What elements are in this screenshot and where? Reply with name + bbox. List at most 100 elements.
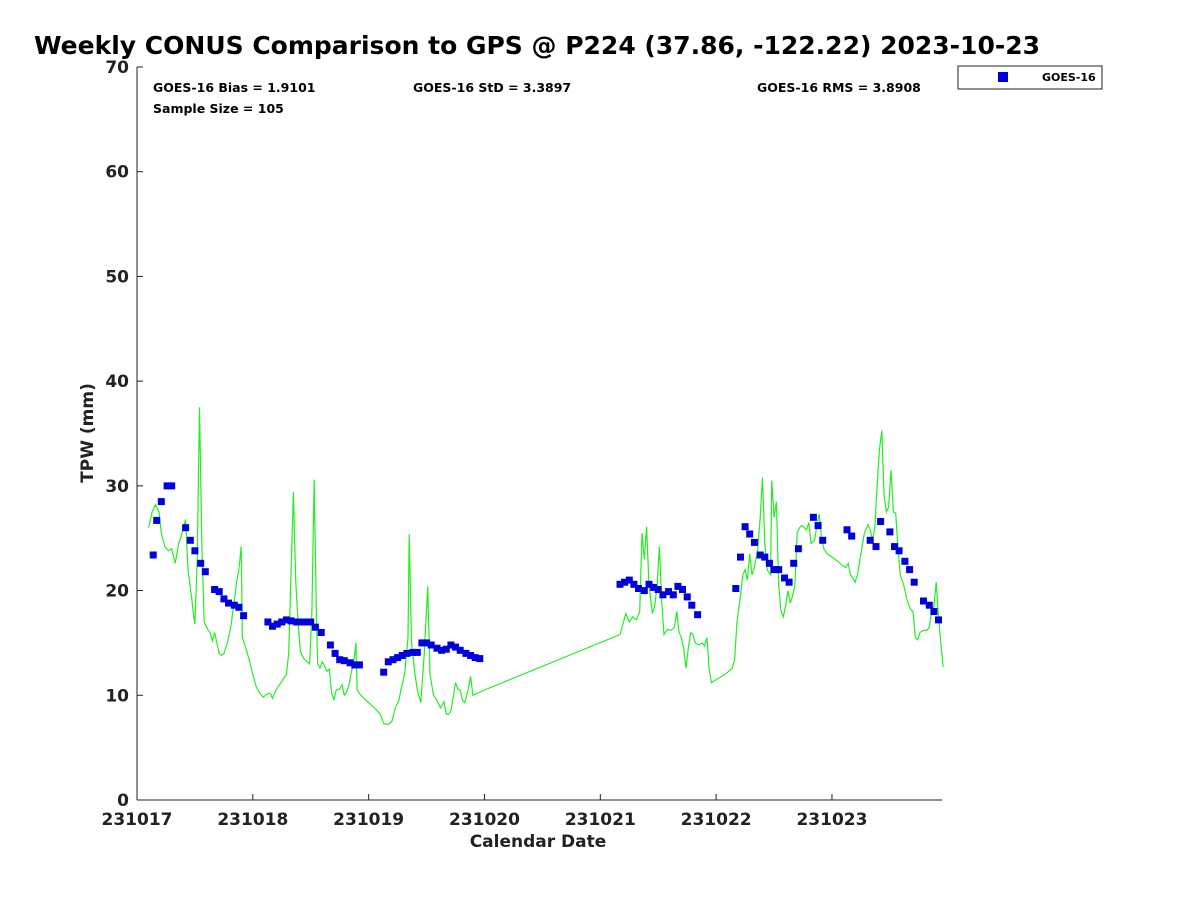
- goes16-point: [163, 482, 171, 490]
- x-tick-label: 231020: [449, 810, 520, 830]
- goes16-point: [326, 641, 334, 649]
- goes16-point: [669, 591, 677, 599]
- y-tick-label: 0: [117, 791, 129, 811]
- goes16-point: [895, 547, 903, 555]
- goes16-point: [269, 622, 276, 630]
- goes16-point: [935, 616, 942, 624]
- goes16-point: [471, 654, 479, 662]
- goes16-point: [906, 566, 914, 574]
- y-tick-label: 20: [105, 582, 129, 602]
- goes16-point: [683, 593, 691, 601]
- goes16-point: [746, 530, 754, 538]
- x-tick-label: 231022: [681, 810, 752, 830]
- goes16-point: [790, 559, 798, 567]
- goes16-point: [230, 601, 238, 609]
- goes16-point: [770, 566, 778, 574]
- goes16-point: [278, 618, 286, 626]
- y-tick-label: 30: [105, 477, 129, 497]
- goes16-point: [886, 528, 894, 536]
- axes: [136, 67, 942, 801]
- goes16-point: [264, 618, 272, 626]
- goes16-point: [781, 574, 788, 582]
- std-stat: GOES-16 StD = 3.3897: [413, 80, 571, 95]
- goes16-point: [640, 587, 648, 595]
- goes16-point: [877, 518, 885, 525]
- goes16-point: [930, 608, 938, 615]
- goes16-point: [235, 603, 243, 611]
- legend-box: [957, 65, 1103, 90]
- goes16-point: [761, 553, 769, 561]
- goes16-point: [741, 523, 749, 531]
- x-tick-label: 231019: [333, 810, 404, 830]
- goes16-point: [750, 538, 758, 546]
- legend: GOES-16: [957, 65, 1103, 90]
- goes16-point: [413, 648, 421, 656]
- goes16-point: [403, 649, 411, 657]
- goes16-point: [665, 588, 673, 596]
- sample-size-stat: Sample Size = 105: [153, 101, 284, 116]
- goes16-point: [355, 661, 363, 669]
- goes16-point: [298, 618, 305, 626]
- goes16-point: [346, 659, 354, 667]
- goes16-point: [442, 645, 450, 653]
- y-tick-label: 50: [105, 267, 129, 287]
- goes16-point: [456, 646, 464, 654]
- goes16-point: [630, 580, 638, 588]
- goes16-point: [384, 658, 392, 666]
- goes16-point: [645, 580, 653, 588]
- goes16-point: [157, 498, 165, 506]
- goes16-point: [659, 591, 667, 599]
- goes16-point: [616, 580, 624, 588]
- goes16-point: [153, 516, 161, 524]
- plot-area: [148, 407, 944, 726]
- goes16-point: [331, 649, 339, 657]
- goes16-point: [843, 526, 851, 534]
- goes16-point: [149, 551, 157, 559]
- goes16-point: [476, 655, 484, 663]
- x-tick-label: 231017: [102, 810, 173, 830]
- goes16-point: [467, 652, 475, 659]
- legend-marker: [998, 72, 1008, 82]
- goes16-point: [688, 601, 696, 609]
- goes16-point: [220, 595, 228, 603]
- y-tick-label: 40: [105, 372, 129, 392]
- goes16-point: [273, 620, 281, 628]
- goes16-point: [225, 599, 232, 607]
- goes16-point: [872, 543, 880, 551]
- x-axis-label: Calendar Date: [470, 832, 607, 852]
- goes16-point: [211, 586, 219, 593]
- goes16-point: [287, 617, 295, 625]
- goes16-point: [650, 583, 658, 591]
- goes16-point: [814, 522, 822, 530]
- goes16-point: [674, 582, 682, 590]
- goes16-point: [910, 578, 918, 586]
- x-tick-label: 231018: [217, 810, 288, 830]
- series-line: [148, 407, 944, 726]
- goes16-point: [785, 578, 793, 586]
- goes16-point: [433, 644, 441, 652]
- legend-label-goes16: GOES-16: [1042, 71, 1096, 84]
- goes16-point: [340, 657, 348, 665]
- x-tick-label: 231023: [796, 810, 867, 830]
- goes16-point: [240, 612, 248, 620]
- goes16-point: [635, 585, 642, 592]
- x-tick-label: 231021: [565, 810, 636, 830]
- goes16-point: [418, 639, 426, 647]
- goes16-point: [182, 524, 190, 532]
- goes16-point: [756, 551, 764, 559]
- goes16-point: [866, 536, 874, 544]
- goes16-point: [215, 588, 223, 596]
- goes16-point: [891, 543, 898, 551]
- y-ticks: 0 10 20 30 40 50 60 70: [105, 58, 143, 811]
- chart-title: Weekly CONUS Comparison to GPS @ P224 (3…: [34, 31, 1040, 60]
- y-axis-label: TPW (mm): [78, 383, 98, 483]
- goes16-point: [394, 654, 402, 662]
- x-ticks: 231017 231018 231019 231020 231021 231022 2310…: [102, 794, 867, 830]
- goes16-point: [380, 668, 388, 676]
- goes16-point: [307, 618, 315, 626]
- goes16-point: [302, 618, 310, 626]
- goes16-point: [423, 639, 431, 647]
- goes16-point: [625, 576, 633, 584]
- goes16-point: [819, 536, 827, 544]
- goes16-point: [920, 597, 927, 605]
